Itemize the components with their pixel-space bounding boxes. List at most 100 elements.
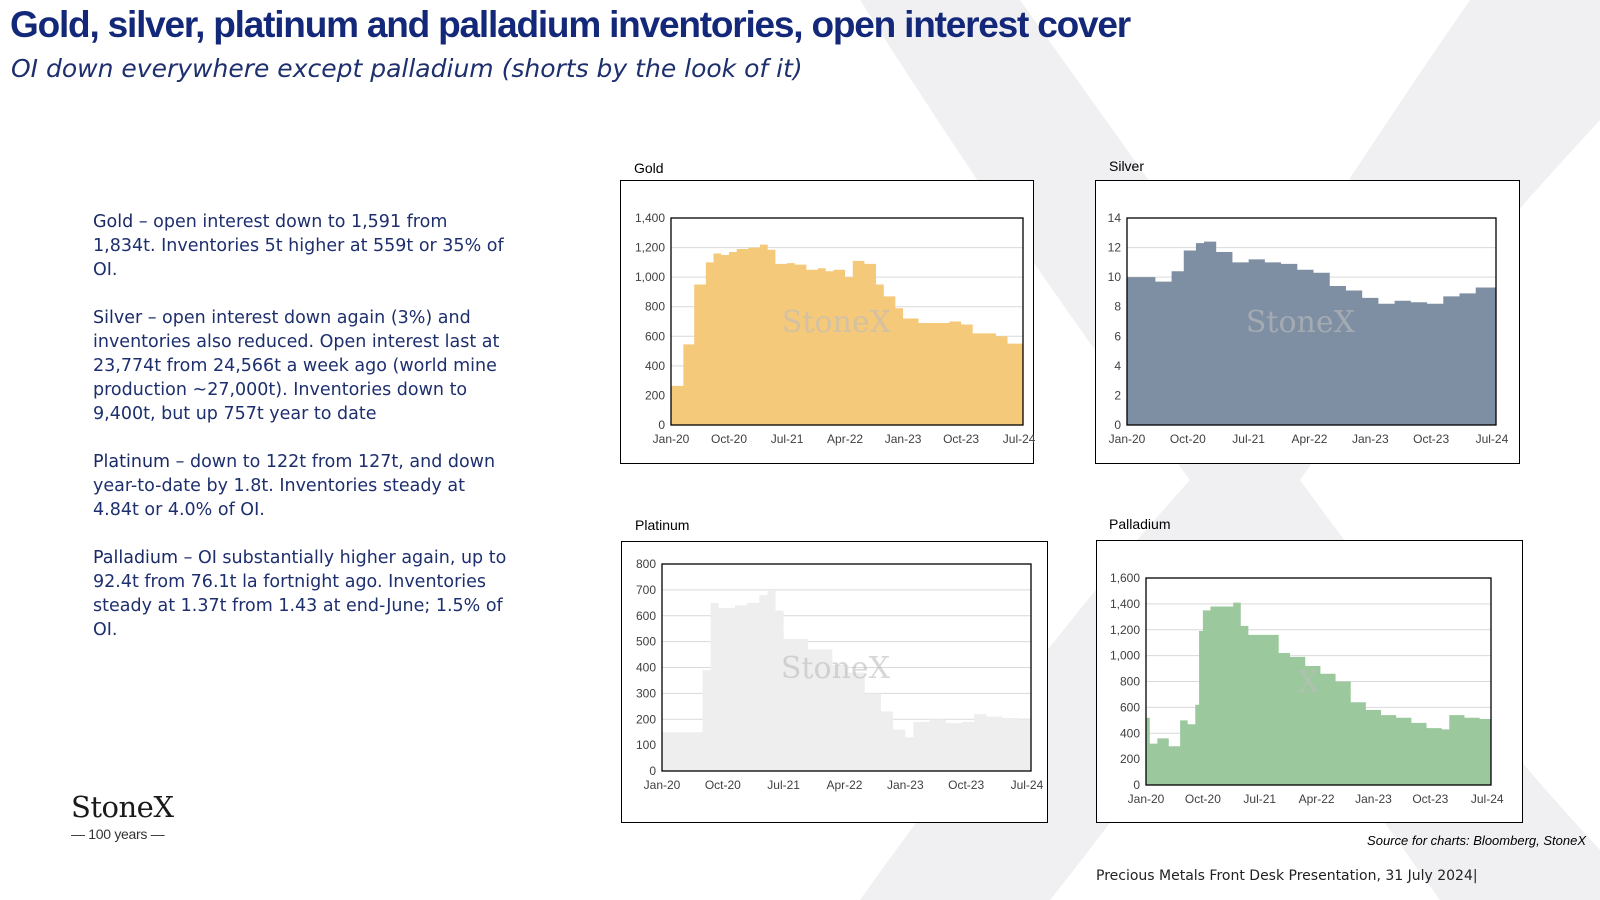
note-text: – OI substantially higher again, up to 9… [93,548,507,640]
x-tick-label: Jan-20 [1128,792,1165,806]
x-tick-label: Jul-21 [1232,432,1265,446]
brand-name: StoneX [71,790,174,824]
note-metal: Palladium [93,548,179,568]
y-tick-label: 500 [636,635,656,649]
y-tick-label: 0 [1133,778,1140,792]
note-metal: Silver [93,308,143,328]
x-tick-label: Jul-24 [1476,432,1509,446]
x-tick-label: Jan-20 [653,432,690,446]
plot-frame [661,563,1032,772]
y-tick-label: 1,400 [635,211,665,225]
y-tick-label: 2 [1114,388,1121,402]
x-tick-label: Jul-21 [767,778,800,792]
y-tick-label: 12 [1108,241,1122,255]
y-tick-label: 600 [636,609,656,623]
y-tick-label: 14 [1108,211,1122,225]
x-tick-label: Jul-24 [1471,792,1504,806]
chart-watermark: StoneX [1246,305,1356,340]
x-tick-label: Jul-24 [1011,778,1044,792]
x-tick-label: Jan-23 [1355,792,1392,806]
chart-title-gold: Gold [634,160,664,176]
x-tick-label: Oct-20 [705,778,741,792]
chart-watermark: StoneX [782,305,892,340]
y-tick-label: 200 [636,712,656,726]
y-tick-label: 1,600 [1110,571,1140,585]
chart-silver: 0 2 4 6 8 10 12 14 StoneX Jan-20 Oct-20 Jul-21 Apr-2… [1095,180,1520,464]
x-tick-label: Oct-23 [1413,432,1449,446]
note-silver: Silver – open interest down again (3%) a… [93,306,513,426]
chart-source: Source for charts: Bloomberg, StoneX [1367,833,1586,848]
chart-palladium: 0 200 400 600 800 1,000 1,200 1,400 1,600 X Jan-20… [1096,540,1523,823]
commentary: Gold – open interest down to 1,591 from … [93,210,513,666]
x-tick-label: Jan-23 [1352,432,1389,446]
y-tick-label: 800 [645,300,665,314]
y-tick-label: 700 [636,583,656,597]
y-tick-label: 1,200 [1110,623,1140,637]
y-tick-label: 0 [1114,418,1121,432]
x-tick-label: Jan-23 [887,778,924,792]
note-metal: Gold [93,212,134,232]
y-tick-label: 800 [1120,675,1140,689]
x-tick-label: Oct-23 [1412,792,1448,806]
brand-tagline: — 100 years — [71,826,165,842]
y-tick-label: 1,000 [1110,649,1140,663]
x-tick-label: Oct-20 [1185,792,1221,806]
y-tick-label: 0 [649,764,656,778]
y-tick-label: 1,000 [635,270,665,284]
x-tick-label: Apr-22 [1291,432,1327,446]
series-area [1127,241,1496,425]
x-tick-label: Jan-20 [1109,432,1146,446]
y-tick-label: 10 [1108,270,1122,284]
y-tick-label: 200 [1120,752,1140,766]
note-gold: Gold – open interest down to 1,591 from … [93,210,513,282]
y-tick-label: 1,400 [1110,597,1140,611]
y-tick-label: 8 [1114,300,1121,314]
x-tick-label: Oct-20 [711,432,747,446]
x-tick-label: Jan-23 [885,432,922,446]
chart-platinum-svg: 0 100 200 300 400 500 600 700 800 StoneX Jan-20 Oct… [636,557,1044,792]
y-tick-label: 0 [658,418,665,432]
y-tick-label: 400 [1120,726,1140,740]
chart-title-palladium: Palladium [1109,516,1171,532]
chart-silver-svg: 0 2 4 6 8 10 12 14 StoneX Jan-20 Oct-20 Jul-21 Apr-2… [1108,211,1509,446]
x-tick-label: Oct-23 [948,778,984,792]
chart-gold: 0 200 400 600 800 1,000 1,200 1,400 StoneX Jan-20… [620,180,1035,464]
plot-frame [670,217,1024,426]
x-tick-label: Apr-22 [827,432,863,446]
chart-platinum: 0 100 200 300 400 500 600 700 800 StoneX Jan-20 Oct… [621,541,1048,823]
y-tick-label: 4 [1114,359,1121,373]
series-area [671,244,1023,425]
plot-frame [1126,217,1497,426]
brand-logo: StoneX — 100 years — [71,790,174,842]
x-tick-label: Oct-20 [1170,432,1206,446]
chart-watermark: X [1297,665,1319,700]
plot-frame [1145,577,1492,786]
note-text: – down to 122t from 127t, and down year-… [93,452,496,520]
note-text: – open interest down to 1,591 from 1,834… [93,212,504,280]
footer-text: Precious Metals Front Desk Presentation,… [1096,868,1478,884]
x-tick-label: Jul-21 [771,432,804,446]
y-tick-label: 600 [1120,700,1140,714]
chart-title-silver: Silver [1109,158,1145,174]
x-tick-label: Jan-20 [644,778,681,792]
y-tick-label: 400 [645,359,665,373]
chart-gold-svg: 0 200 400 600 800 1,000 1,200 1,400 StoneX Jan-20… [635,211,1035,446]
series-area [1146,602,1491,785]
y-tick-label: 100 [636,738,656,752]
x-tick-label: Apr-22 [1299,792,1335,806]
note-platinum: Platinum – down to 122t from 127t, and d… [93,450,513,522]
chart-title-platinum: Platinum [635,517,690,533]
y-tick-label: 6 [1114,329,1121,343]
x-tick-label: Apr-22 [826,778,862,792]
y-tick-label: 600 [645,329,665,343]
note-text: – open interest down again (3%) and inve… [93,308,500,424]
x-tick-label: Oct-23 [943,432,979,446]
y-tick-label: 300 [636,686,656,700]
x-tick-label: Jul-24 [1003,432,1035,446]
series-area [662,589,1031,771]
chart-watermark: StoneX [781,651,891,686]
note-palladium: Palladium – OI substantially higher agai… [93,546,513,642]
y-tick-label: 200 [645,388,665,402]
page-subtitle: OI down everywhere except palladium (sho… [11,54,803,83]
y-tick-label: 800 [636,557,656,571]
